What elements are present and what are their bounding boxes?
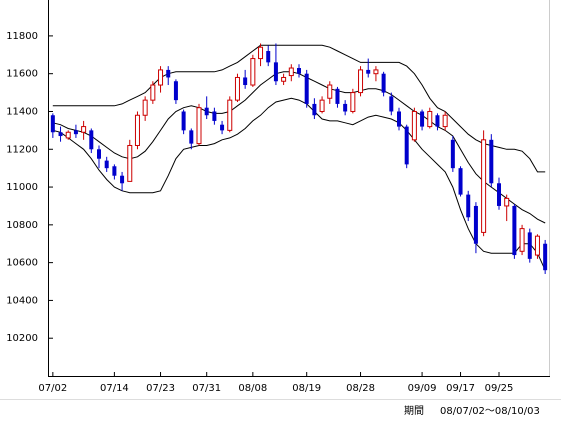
period-label: 期間 (404, 405, 424, 417)
candle-body (104, 160, 109, 169)
candle-body (304, 73, 309, 104)
candle-body (220, 124, 225, 131)
candle-body (358, 69, 364, 94)
y-tick-label: 10400 (6, 295, 38, 306)
candle-body (327, 84, 333, 99)
candle-body (497, 183, 501, 206)
candle-body (243, 77, 248, 86)
candle-body (134, 114, 140, 146)
candle-body (158, 69, 164, 86)
x-tick-label: 09/09 (408, 383, 437, 394)
x-tick-label: 09/17 (446, 383, 475, 394)
y-tick-label: 11200 (6, 144, 38, 155)
band-line (52, 97, 546, 271)
candle-body (435, 115, 440, 127)
candle-body (404, 126, 409, 165)
candle-body (312, 103, 317, 116)
candle-body (196, 107, 202, 145)
candle-body (150, 84, 156, 101)
candle-body (142, 99, 148, 116)
candle-body (350, 92, 356, 112)
candle-body (527, 232, 532, 259)
candle-body (335, 88, 340, 104)
candle-body (473, 205, 478, 244)
candle-body (173, 81, 178, 101)
period: 08/07/02～08/10/03 (440, 406, 540, 417)
candle-body (389, 96, 394, 112)
candle-body (297, 68, 301, 74)
candle-body (189, 130, 194, 144)
candle-body (481, 139, 487, 233)
band-line (52, 44, 546, 173)
y-tick-label: 10200 (6, 333, 38, 344)
x-tick-label: 09/25 (485, 383, 514, 394)
candle-body (181, 111, 186, 131)
x-tick-label: 08/28 (346, 383, 375, 394)
candle-body (266, 51, 271, 63)
candle-body (204, 107, 209, 116)
candle-body (381, 73, 386, 93)
x-tick-label: 07/31 (192, 383, 221, 394)
candle-body (58, 132, 63, 137)
candle-body (534, 235, 540, 256)
candle-body (97, 149, 101, 159)
candle-body (466, 194, 471, 218)
candle-body (543, 243, 548, 271)
candle-body (489, 139, 494, 184)
candle-body (411, 110, 417, 141)
candle-body (50, 115, 55, 133)
candle-body (273, 62, 278, 82)
y-tick-label: 10800 (6, 220, 38, 231)
candle-body (81, 126, 87, 133)
candle-body (234, 76, 240, 101)
candle-body (442, 114, 448, 128)
x-tick-label: 08/08 (238, 383, 267, 394)
candle-body (512, 205, 517, 256)
candle-body (89, 130, 94, 150)
candle-body (127, 144, 133, 182)
candle-body (258, 46, 264, 60)
candle-body (166, 69, 171, 78)
candle-body (212, 111, 217, 121)
candle-body (519, 228, 525, 252)
candle-body (504, 197, 510, 207)
x-tick-label: 07/23 (146, 383, 175, 394)
candle-body (397, 111, 401, 127)
candle-body (343, 103, 348, 112)
x-tick-label: 07/14 (100, 383, 129, 394)
candle-body (458, 168, 463, 195)
x-tick-label: 08/19 (292, 383, 321, 394)
y-tick-label: 11800 (6, 31, 38, 42)
y-tick-label: 11600 (6, 69, 38, 80)
candle-body (65, 131, 71, 139)
candle-body (227, 99, 233, 131)
y-tick-label: 11400 (6, 106, 38, 117)
candle-body (373, 69, 379, 75)
candle-body (420, 111, 425, 127)
candle-body (319, 99, 325, 112)
candle-body (366, 69, 371, 74)
y-tick-label: 11000 (6, 182, 38, 193)
candle-body (250, 58, 256, 86)
candle-body (281, 76, 287, 82)
candle-body (288, 67, 294, 77)
candle-body (120, 175, 125, 184)
candle-body (427, 110, 433, 128)
candle-body (73, 130, 78, 135)
candle-body (112, 166, 117, 176)
y-tick-label: 10600 (6, 258, 38, 269)
x-tick-label: 07/02 (38, 383, 67, 394)
candle-body (450, 139, 455, 169)
